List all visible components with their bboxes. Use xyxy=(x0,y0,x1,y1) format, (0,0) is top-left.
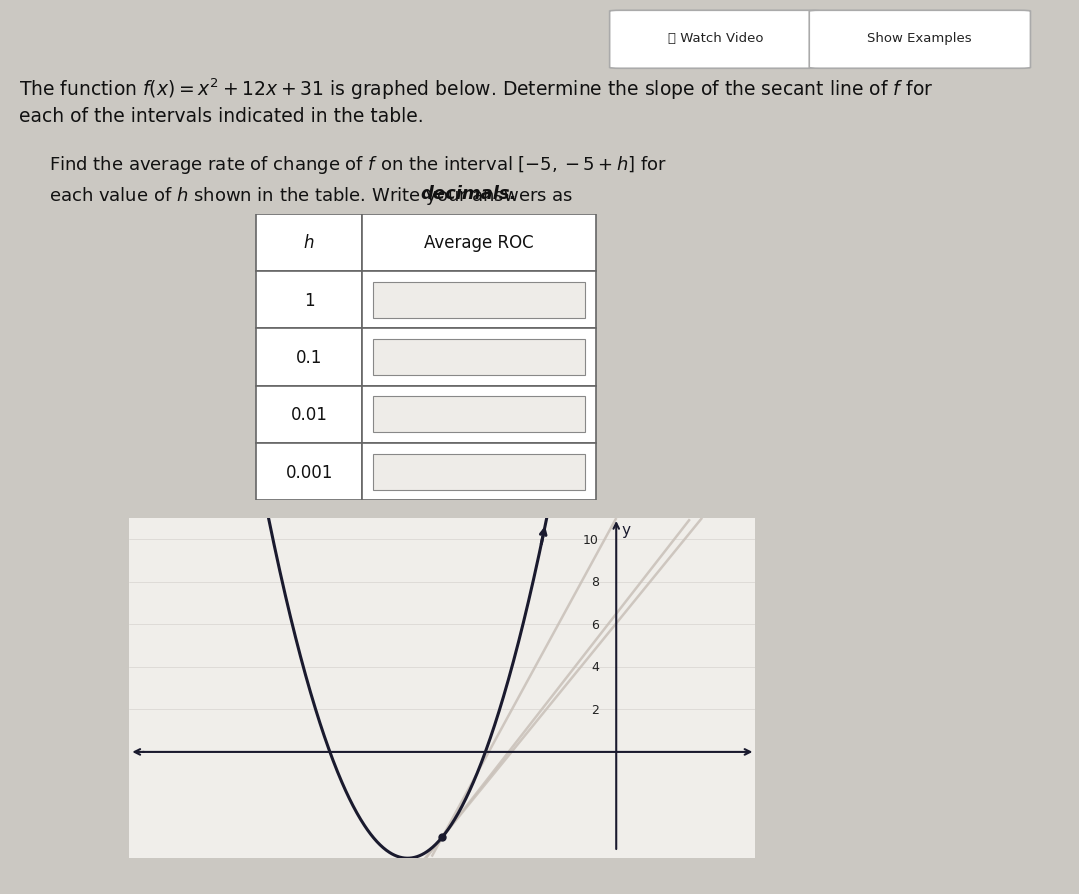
Text: Average ROC: Average ROC xyxy=(424,234,534,252)
Text: Find the average rate of change of $f$ on the interval $[-5, -5+h]$ for: Find the average rate of change of $f$ o… xyxy=(49,154,667,176)
Bar xyxy=(363,329,596,386)
Text: Ⓣ Watch Video: Ⓣ Watch Video xyxy=(668,32,763,45)
Bar xyxy=(373,454,585,490)
Text: 1: 1 xyxy=(304,291,314,309)
Text: 0.1: 0.1 xyxy=(296,349,323,367)
Bar xyxy=(363,272,596,329)
Text: 6: 6 xyxy=(591,618,599,631)
Text: The function $f(x) = x^2 + 12x + 31$ is graphed below. Determine the slope of th: The function $f(x) = x^2 + 12x + 31$ is … xyxy=(19,76,933,101)
Text: each value of $h$ shown in the table. Write your answers as: each value of $h$ shown in the table. Wr… xyxy=(49,185,574,207)
Bar xyxy=(257,272,363,329)
Bar xyxy=(363,215,596,272)
Bar xyxy=(257,443,363,501)
Bar xyxy=(257,386,363,443)
Bar xyxy=(363,443,596,501)
Text: decimals.: decimals. xyxy=(421,185,517,203)
Text: 0.01: 0.01 xyxy=(290,406,328,424)
Text: Show Examples: Show Examples xyxy=(868,32,971,45)
FancyBboxPatch shape xyxy=(809,12,1030,69)
Text: 0.001: 0.001 xyxy=(286,463,332,481)
Text: y: y xyxy=(622,523,630,538)
Bar xyxy=(373,340,585,375)
FancyBboxPatch shape xyxy=(610,12,820,69)
Text: 4: 4 xyxy=(591,661,599,674)
Text: each of the intervals indicated in the table.: each of the intervals indicated in the t… xyxy=(19,107,424,126)
Text: h: h xyxy=(304,234,314,252)
Bar xyxy=(257,329,363,386)
Text: 8: 8 xyxy=(591,576,599,589)
Bar xyxy=(257,215,363,272)
Bar xyxy=(363,386,596,443)
Bar xyxy=(373,283,585,318)
Bar xyxy=(373,397,585,433)
Text: 2: 2 xyxy=(591,703,599,716)
Text: 10: 10 xyxy=(583,533,599,546)
